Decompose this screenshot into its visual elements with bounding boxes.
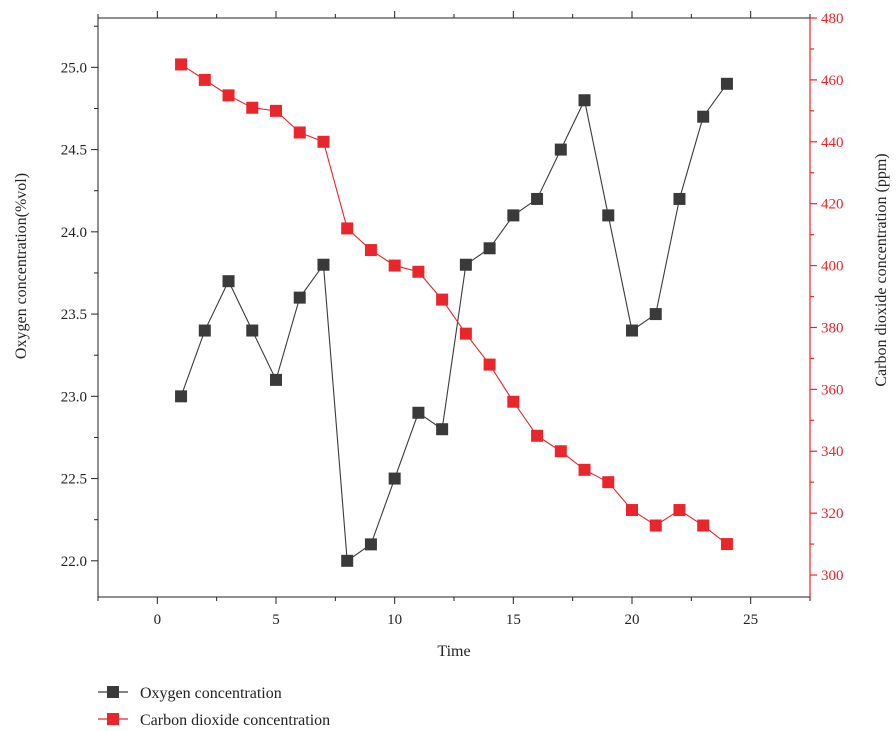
x-axis-title: Time (437, 643, 470, 660)
data-point-co2 (459, 327, 472, 340)
data-point-co2 (364, 244, 377, 257)
legend-marker-co2 (107, 713, 119, 725)
labels-layer: Time Oxygen concentration(%vol) Carbon d… (13, 153, 890, 660)
x-tick-label: 0 (154, 612, 162, 628)
data-point-oxygen (364, 538, 377, 551)
data-point-co2 (388, 259, 401, 272)
data-point-co2 (578, 463, 591, 476)
data-point-co2 (507, 395, 520, 408)
data-point-oxygen (554, 143, 567, 156)
x-tick-label: 20 (625, 612, 640, 628)
series-layer (175, 58, 733, 567)
data-point-oxygen (578, 94, 591, 107)
right-y-axis-title: Carbon dioxide concentration (ppm) (873, 153, 890, 386)
legend-label-co2: Carbon dioxide concentration (140, 712, 330, 729)
data-point-oxygen (317, 258, 330, 271)
data-point-co2 (649, 519, 662, 532)
data-point-oxygen (222, 275, 235, 288)
data-point-co2 (198, 73, 211, 86)
data-point-oxygen (270, 373, 282, 386)
x-tick-label: 5 (272, 612, 280, 628)
legend-label-oxygen: Oxygen concentration (140, 685, 282, 702)
x-tick-label: 15 (506, 612, 521, 628)
right-y-tick-label: 480 (821, 11, 844, 27)
data-point-oxygen (412, 406, 425, 419)
right-y-tick-label: 360 (821, 382, 844, 398)
data-point-oxygen (483, 242, 496, 255)
right-y-tick-label: 320 (821, 506, 844, 522)
data-point-oxygen (720, 77, 733, 90)
data-point-oxygen (246, 324, 259, 337)
left-y-tick-label: 23.5 (61, 307, 87, 323)
data-point-co2 (270, 104, 282, 117)
right-y-tick-label: 400 (821, 259, 844, 275)
data-point-co2 (626, 504, 638, 517)
data-point-oxygen (459, 258, 472, 271)
left-y-tick-label: 22.5 (61, 472, 87, 488)
data-point-oxygen (531, 192, 544, 205)
data-point-co2 (720, 538, 733, 551)
left-y-axis-title: Oxygen concentration(%vol) (13, 173, 30, 359)
data-point-oxygen (341, 554, 354, 567)
legend-marker-oxygen (107, 686, 119, 698)
data-point-oxygen (507, 209, 520, 222)
data-point-oxygen (649, 308, 662, 321)
data-point-co2 (697, 519, 710, 532)
data-point-co2 (222, 89, 235, 102)
legend-item-co2: Carbon dioxide concentration (98, 712, 330, 729)
right-y-tick-label: 440 (821, 135, 844, 151)
data-point-oxygen (388, 472, 401, 485)
data-point-oxygen (697, 110, 710, 123)
left-y-tick-label: 24.5 (61, 143, 87, 159)
data-point-oxygen (198, 324, 211, 337)
right-y-tick-label: 420 (821, 197, 844, 213)
data-point-co2 (531, 429, 544, 442)
data-point-co2 (483, 358, 496, 371)
data-point-oxygen (293, 291, 306, 304)
data-point-oxygen (602, 209, 615, 222)
right-y-tick-label: 380 (821, 320, 844, 336)
left-y-tick-label: 25.0 (61, 60, 87, 76)
x-tick-label: 10 (387, 612, 402, 628)
data-point-co2 (175, 58, 188, 71)
data-point-co2 (246, 101, 259, 114)
data-point-oxygen (626, 324, 638, 337)
right-y-tick-label: 300 (821, 568, 844, 584)
left-y-tick-label: 23.0 (61, 389, 87, 405)
data-point-co2 (293, 126, 306, 139)
right-y-tick-label: 460 (821, 73, 844, 89)
data-point-co2 (554, 445, 567, 458)
data-point-co2 (602, 476, 615, 489)
right-y-tick-label: 340 (821, 444, 844, 460)
data-point-co2 (317, 135, 330, 148)
left-y-tick-label: 22.0 (61, 554, 87, 570)
data-point-oxygen (436, 423, 449, 436)
data-point-co2 (673, 504, 686, 517)
series-line-co2 (180, 63, 728, 545)
data-point-oxygen (673, 192, 686, 205)
axes-layer: 0 5 10 15 20 25 22.0 22.5 23.0 23.5 24.0 24.5 25.0 30… (61, 11, 844, 628)
data-point-oxygen (175, 390, 188, 403)
left-y-tick-label: 24.0 (61, 225, 87, 241)
series-line-oxygen (180, 83, 728, 562)
data-point-co2 (412, 265, 425, 278)
legend: Oxygen concentration Carbon dioxide conc… (98, 685, 330, 729)
legend-item-oxygen: Oxygen concentration (98, 685, 282, 702)
x-tick-label: 25 (743, 612, 758, 628)
data-point-co2 (341, 222, 354, 235)
data-point-co2 (436, 293, 449, 306)
